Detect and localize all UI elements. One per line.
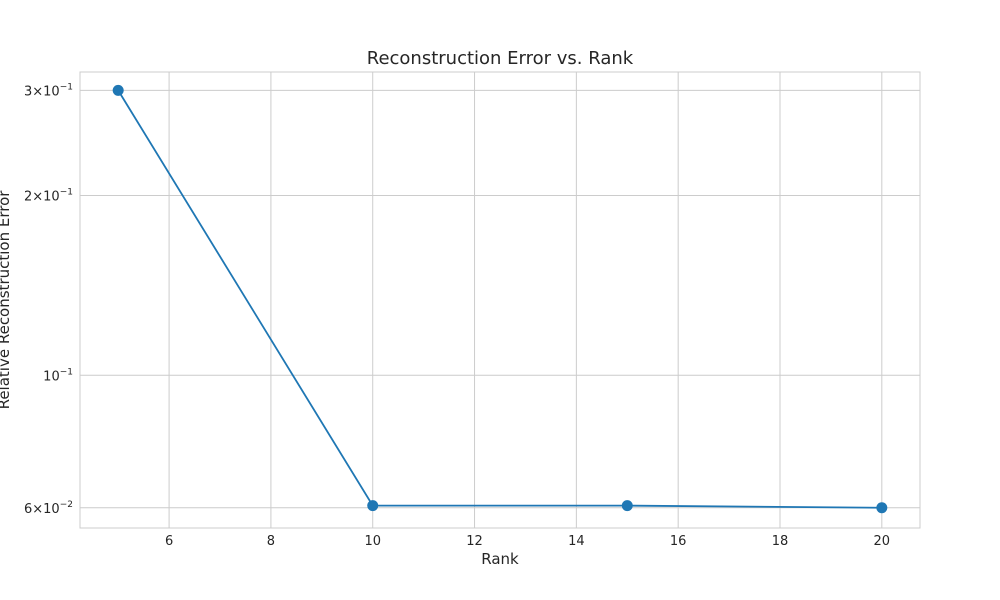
x-tick-label: 10	[364, 534, 381, 549]
y-tick-label: 10−1	[43, 367, 73, 384]
x-tick-label: 6	[165, 534, 173, 549]
y-tick-label: 2×10−1	[24, 188, 73, 205]
grid	[80, 72, 920, 528]
data-point	[112, 84, 124, 96]
series-line	[117, 89, 882, 509]
x-axis-ticks: 6 8 10 12 14 16 18 20	[165, 534, 890, 549]
series-layer	[112, 84, 888, 514]
x-tick-label: 20	[874, 534, 891, 549]
plot-area-frame	[79, 71, 921, 529]
y-axis-ticks: 3×10−1 2×10−1 10−1 6×10−2	[24, 82, 73, 516]
data-point	[621, 500, 633, 512]
data-point	[876, 502, 888, 514]
y-axis-label: Relative Reconstruction Error	[0, 190, 13, 410]
y-tick-label: 6×10−2	[24, 500, 73, 517]
x-tick-label: 16	[670, 534, 687, 549]
x-tick-label: 12	[466, 534, 483, 549]
x-tick-label: 14	[568, 534, 585, 549]
y-tick-label: 3×10−1	[24, 82, 73, 99]
data-point	[367, 500, 379, 512]
x-axis-label: Rank	[481, 550, 519, 568]
chart-title: Reconstruction Error vs. Rank	[367, 48, 634, 69]
x-tick-label: 8	[267, 534, 275, 549]
x-tick-label: 18	[772, 534, 789, 549]
